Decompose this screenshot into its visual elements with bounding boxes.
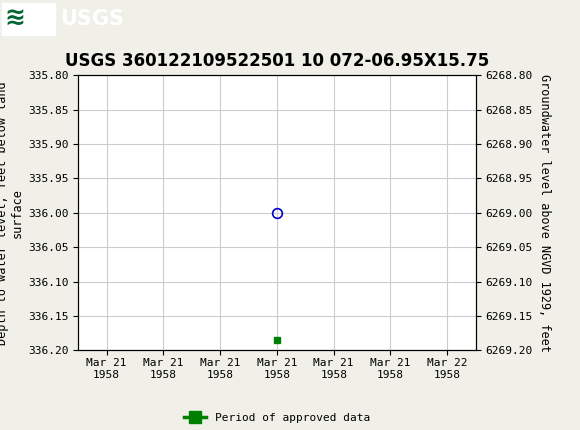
Y-axis label: Groundwater level above NGVD 1929, feet: Groundwater level above NGVD 1929, feet [538,74,551,352]
Title: USGS 360122109522501 10 072-06.95X15.75: USGS 360122109522501 10 072-06.95X15.75 [65,52,489,70]
Text: ≋: ≋ [4,6,25,30]
FancyBboxPatch shape [2,3,55,35]
Y-axis label: Depth to water level, feet below land
surface: Depth to water level, feet below land su… [0,81,24,345]
Text: USGS: USGS [60,9,124,29]
Legend: Period of approved data: Period of approved data [179,408,375,427]
